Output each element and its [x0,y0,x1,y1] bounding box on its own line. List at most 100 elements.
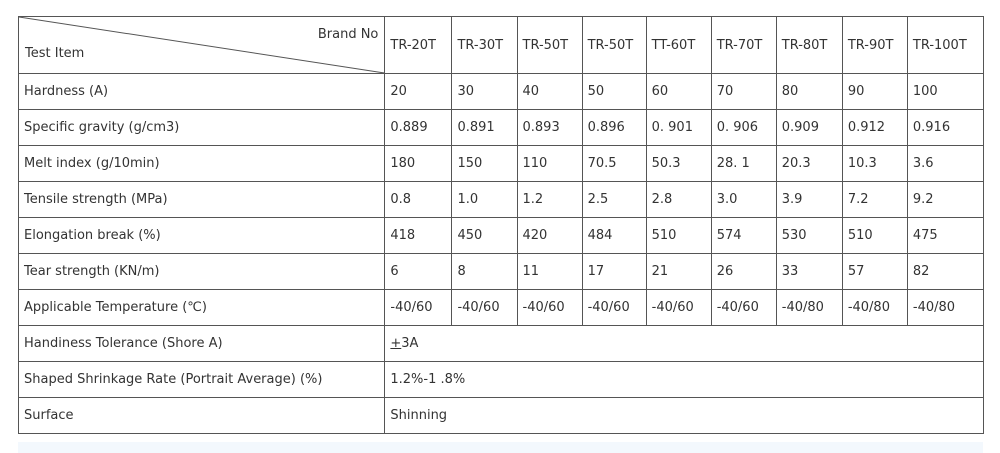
value-cell: 8 [451,253,518,290]
value-cell: 420 [516,217,583,254]
value-cell: 70.5 [581,145,647,182]
brand-no-label: Brand No [317,27,379,42]
table-row: Hardness (A) 20 30 40 50 60 70 80 90 100 [17,73,985,110]
value-cell: 82 [906,253,985,290]
value-cell: 0.891 [451,109,518,146]
diagonal-line [19,17,384,73]
value-cell: 9.2 [906,181,985,218]
plus-minus-sign: + [390,336,402,351]
row-label: Handiness Tolerance (Shore A) [17,325,386,362]
value-cell: 418 [384,217,453,254]
value-cell: 484 [581,217,647,254]
value-cell: 50 [581,73,647,110]
value-cell: 21 [645,253,712,290]
value-cell: 20.3 [775,145,843,182]
bottom-strip [18,442,983,453]
value-cell: 3.6 [906,145,985,182]
value-cell: 530 [775,217,843,254]
value-cell: 70 [710,73,777,110]
row-label: Surface [17,397,386,434]
value-cell: 90 [841,73,908,110]
value-cell: -40/80 [906,289,985,326]
table-row: Surface Shinning [17,397,984,434]
value-cell: 10.3 [841,145,908,182]
row-label: Tear strength (KN/m) [17,253,386,290]
table-row: Tear strength (KN/m) 6 8 11 17 21 26 33 57 82 [17,253,985,290]
table-row: Shaped Shrinkage Rate (Portrait Average)… [17,361,984,398]
value-cell: 2.5 [581,181,647,218]
table-row: Applicable Temperature (℃) -40/60 -40/60 -4… [17,289,985,326]
brand-header-cell: TR-70T [710,16,777,74]
row-label: Elongation break (%) [17,217,386,254]
value-cell: 33 [775,253,843,290]
value-cell: 0.889 [384,109,453,146]
row-label: Hardness (A) [17,73,386,110]
merged-value-cell: +3A [384,325,984,362]
value-cell: 3.9 [775,181,843,218]
value-cell: 6 [384,253,453,290]
value-cell: -40/60 [581,289,647,326]
value-cell: 0. 906 [710,109,777,146]
brand-header-cell: TR-30T [451,16,518,74]
value-cell: -40/60 [645,289,712,326]
value-cell: -40/80 [841,289,908,326]
merged-value: Shinning [390,408,448,423]
value-cell: 1.0 [451,181,518,218]
table-row: Tensile strength (MPa) 0.8 1.0 1.2 2.5 2.8 3.0… [17,181,985,218]
value-cell: 2.8 [645,181,712,218]
value-cell: 20 [384,73,453,110]
row-label: Melt index (g/10min) [17,145,386,182]
value-cell: 30 [451,73,518,110]
brand-header-cell: TR-100T [906,16,985,74]
value-cell: 0.916 [906,109,985,146]
brand-header-cell: TR-20T [384,16,453,74]
value-cell: 7.2 [841,181,908,218]
value-cell: 1.2 [516,181,583,218]
table-row: Handiness Tolerance (Shore A) +3A [17,325,984,362]
brand-header-cell: TR-50T [516,16,583,74]
row-label: Applicable Temperature (℃) [17,289,386,326]
row-label: Specific gravity (g/cm3) [17,109,386,146]
value-cell: 50.3 [645,145,712,182]
brand-header-cell: TT-60T [645,16,712,74]
value-cell: 17 [581,253,647,290]
value-cell: 57 [841,253,908,290]
value-cell: 0. 901 [645,109,712,146]
table-row: Elongation break (%) 418 450 420 484 510 574 53… [17,217,985,254]
row-label: Shaped Shrinkage Rate (Portrait Average)… [17,361,386,398]
value-cell: 150 [451,145,518,182]
table-row: Melt index (g/10min) 180 150 110 70.5 50.3 28.… [17,145,985,182]
value-cell: 475 [906,217,985,254]
merged-value-cell: 1.2%-1 .8% [384,361,984,398]
merged-value: 1.2%-1 .8% [390,372,466,387]
value-cell: 40 [516,73,583,110]
value-cell: -40/60 [451,289,518,326]
value-cell: 450 [451,217,518,254]
value-cell: 3.0 [710,181,777,218]
brand-header-cell: TR-50T [581,16,647,74]
brand-header-cell: TR-90T [841,16,908,74]
value-cell: 80 [775,73,843,110]
value-cell: 28. 1 [710,145,777,182]
value-cell: 0.893 [516,109,583,146]
value-cell: 574 [710,217,777,254]
value-cell: -40/60 [516,289,583,326]
diagonal-header-cell: Brand No Test Item [17,16,386,74]
value-cell: 26 [710,253,777,290]
value-cell: -40/80 [775,289,843,326]
value-cell: 510 [841,217,908,254]
value-cell: 100 [906,73,985,110]
table-row: Specific gravity (g/cm3) 0.889 0.891 0.893 0… [17,109,985,146]
value-cell: 510 [645,217,712,254]
value-cell: 180 [384,145,453,182]
value-cell: 0.8 [384,181,453,218]
value-cell: 60 [645,73,712,110]
test-item-label: Test Item [25,46,85,61]
header-row: Brand No Test Item TR-20T TR-30T TR-50T TR-… [17,16,985,74]
value-cell: -40/60 [710,289,777,326]
spec-table: Brand No Test Item TR-20T TR-30T TR-50T TR-… [17,16,985,434]
value-cell: 0.896 [581,109,647,146]
value-cell: -40/60 [384,289,453,326]
merged-value: 3A [401,336,419,351]
value-cell: 11 [516,253,583,290]
